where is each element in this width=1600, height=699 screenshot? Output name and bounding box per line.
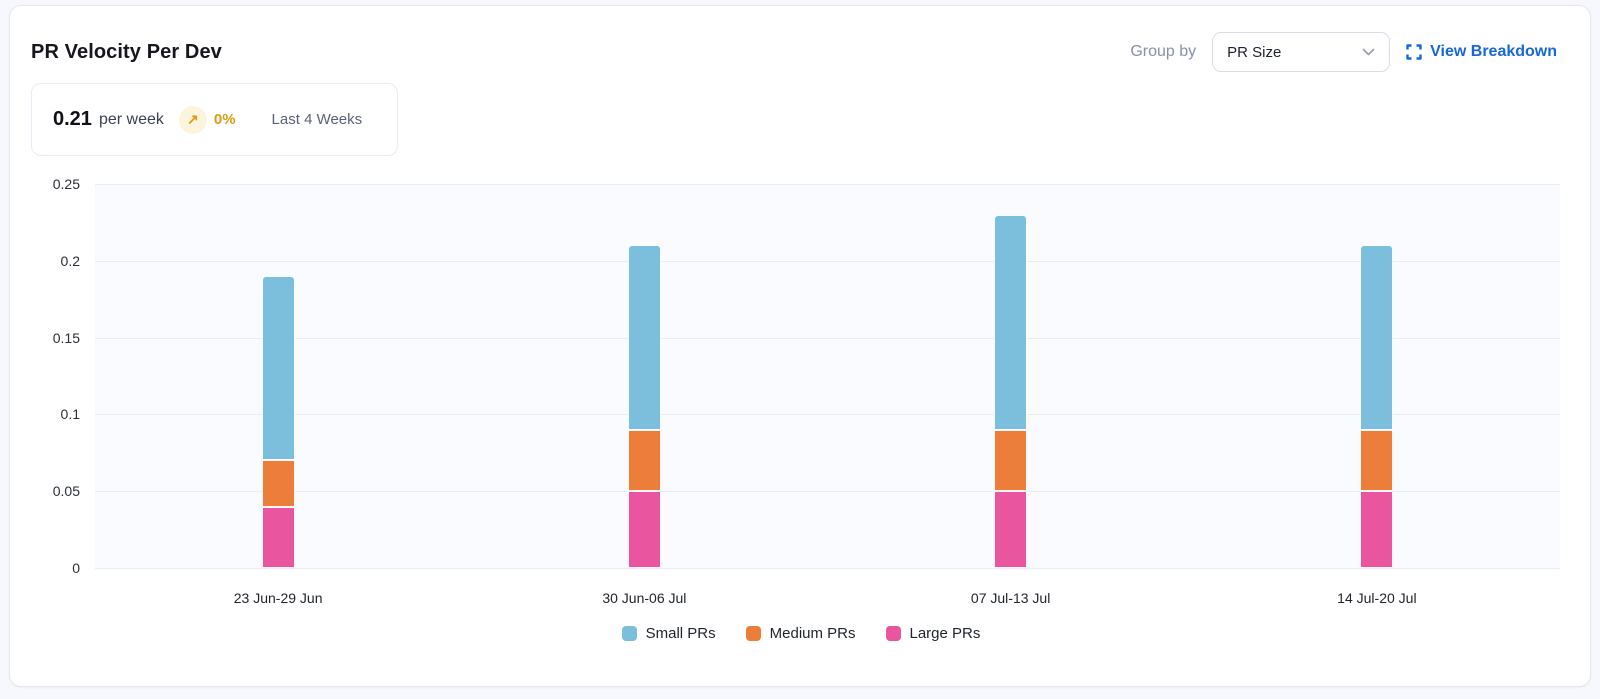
chevron-down-icon xyxy=(1362,48,1375,56)
chart: 0 0.05 0.1 0.15 0.2 0.25 23 Jun-29 Jun 30 Jun-0… xyxy=(10,6,1590,686)
trend-badge: ↗ 0% xyxy=(178,105,236,134)
x-tick-label: 07 Jul-13 Jul xyxy=(970,590,1051,606)
bar-segment-large-prs[interactable] xyxy=(627,491,661,568)
trend-up-arrow-icon: ↗ xyxy=(178,105,207,134)
grid-line xyxy=(95,260,1560,262)
stat-unit: per week xyxy=(98,110,164,128)
group-by-label: Group by xyxy=(1130,43,1197,60)
legend-swatch xyxy=(745,626,761,641)
bar-segment-large-prs[interactable] xyxy=(994,491,1028,568)
bar-segment-medium-prs[interactable] xyxy=(627,429,661,492)
grid-line xyxy=(95,337,1560,339)
trend-percentage: 0% xyxy=(213,111,236,128)
y-tick-label: 0.25 xyxy=(52,176,80,192)
group-by-selected-value: PR Size xyxy=(1227,43,1282,61)
bar-segment-small-prs[interactable] xyxy=(1360,245,1394,430)
bar-segment-large-prs[interactable] xyxy=(1360,491,1394,568)
bar-segment-medium-prs[interactable] xyxy=(1360,429,1394,492)
view-breakdown-label: View Breakdown xyxy=(1430,43,1557,60)
bar-segment-medium-prs[interactable] xyxy=(261,460,295,507)
x-tick-label: 23 Jun-29 Jun xyxy=(233,590,323,606)
x-tick-label: 30 Jun-06 Jul xyxy=(602,590,687,606)
legend-item-large-prs[interactable]: Large PRs xyxy=(885,625,981,642)
y-tick-label: 0.15 xyxy=(52,329,80,346)
bar-segment-large-prs[interactable] xyxy=(261,506,295,568)
grid-line xyxy=(95,568,1560,569)
legend-label: Large PRs xyxy=(909,625,981,642)
bar-segment-medium-prs[interactable] xyxy=(994,429,1028,492)
bar-segment-small-prs[interactable] xyxy=(627,245,661,430)
y-tick-label: 0 xyxy=(72,560,80,576)
header-controls: Group by PR Size View Breakdown xyxy=(1130,32,1557,72)
legend: Small PRs Medium PRs Large PRs xyxy=(10,625,1592,642)
y-tick-label: 0.1 xyxy=(60,406,80,423)
x-tick-label: 14 Jul-20 Jul xyxy=(1337,590,1417,606)
grid-line xyxy=(95,491,1560,493)
y-tick-label: 0.2 xyxy=(60,252,80,269)
stat-value: 0.21 xyxy=(53,108,92,130)
legend-item-small-prs[interactable]: Small PRs xyxy=(621,625,716,642)
legend-swatch xyxy=(885,626,901,641)
bar-segment-small-prs[interactable] xyxy=(261,276,295,461)
y-tick-label: 0.05 xyxy=(52,483,80,500)
grid-line xyxy=(95,184,1560,185)
expand-icon xyxy=(1406,44,1422,60)
chart-card: PR Velocity Per Dev Group by PR Size Vie… xyxy=(9,5,1591,687)
stat-period: Last 4 Weeks xyxy=(271,111,363,128)
view-breakdown-button[interactable]: View Breakdown xyxy=(1406,43,1557,61)
legend-label: Small PRs xyxy=(645,625,716,642)
plot-area xyxy=(95,184,1560,568)
legend-swatch xyxy=(621,626,637,641)
grid-line xyxy=(95,414,1560,416)
card-header: PR Velocity Per Dev Group by PR Size Vie… xyxy=(31,32,1557,72)
legend-item-medium-prs[interactable]: Medium PRs xyxy=(745,625,856,642)
stat-card: 0.21 per week ↗ 0% Last 4 Weeks xyxy=(31,83,398,156)
legend-label: Medium PRs xyxy=(769,625,856,642)
page-title: PR Velocity Per Dev xyxy=(31,40,222,63)
group-by-select[interactable]: PR Size xyxy=(1212,32,1391,72)
bar-segment-small-prs[interactable] xyxy=(994,214,1028,430)
